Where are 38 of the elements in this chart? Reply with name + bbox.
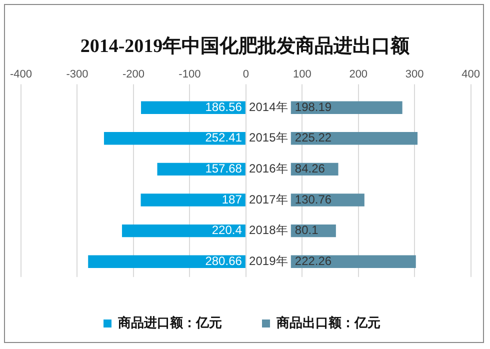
data-label: 280.66 (205, 254, 242, 268)
bar (290, 101, 402, 114)
y-tick-label: 2019年 (249, 254, 288, 268)
x-tick-label: 0 (242, 68, 249, 81)
y-tick-label: 2014年 (249, 100, 288, 114)
data-label: 225.22 (294, 130, 332, 145)
bar (104, 132, 246, 145)
bar (290, 132, 418, 145)
data-label: 220.4 (212, 223, 242, 238)
data-label: 84.26 (294, 162, 326, 176)
x-tick-label: -100 (178, 68, 201, 81)
bar (140, 194, 246, 206)
y-tick-label: 2016年 (249, 162, 288, 176)
data-label: 157.68 (205, 162, 242, 176)
data-label: 222.26 (294, 254, 332, 268)
bar (290, 255, 416, 268)
data-label: 186.56 (205, 100, 242, 114)
y-tick-label: 2017年 (249, 192, 288, 206)
x-tick-label: -300 (66, 68, 88, 81)
x-tick-label: 400 (462, 68, 480, 81)
data-label: 187 (222, 192, 242, 206)
data-label: 252.41 (205, 130, 242, 145)
x-tick-label: 300 (405, 68, 424, 81)
bar (122, 224, 246, 238)
y-tick-label: 2015年 (249, 130, 288, 145)
bar (88, 255, 246, 268)
legend-label: 商品出口额：亿元 (276, 314, 380, 331)
data-label: 80.1 (294, 223, 319, 238)
legend-label: 商品进口额：亿元 (117, 314, 222, 331)
x-tick-label: 200 (349, 68, 368, 81)
x-tick-label: 100 (292, 68, 312, 81)
bar (141, 101, 246, 114)
chart-title: 2014-2019年中国化肥批发商品进出口额 (79, 34, 411, 59)
x-tick-label: -400 (10, 68, 32, 81)
data-label: 130.76 (294, 192, 332, 206)
x-tick-label: -200 (122, 68, 144, 81)
y-tick-label: 2018年 (249, 223, 288, 238)
data-label: 198.19 (294, 100, 332, 114)
